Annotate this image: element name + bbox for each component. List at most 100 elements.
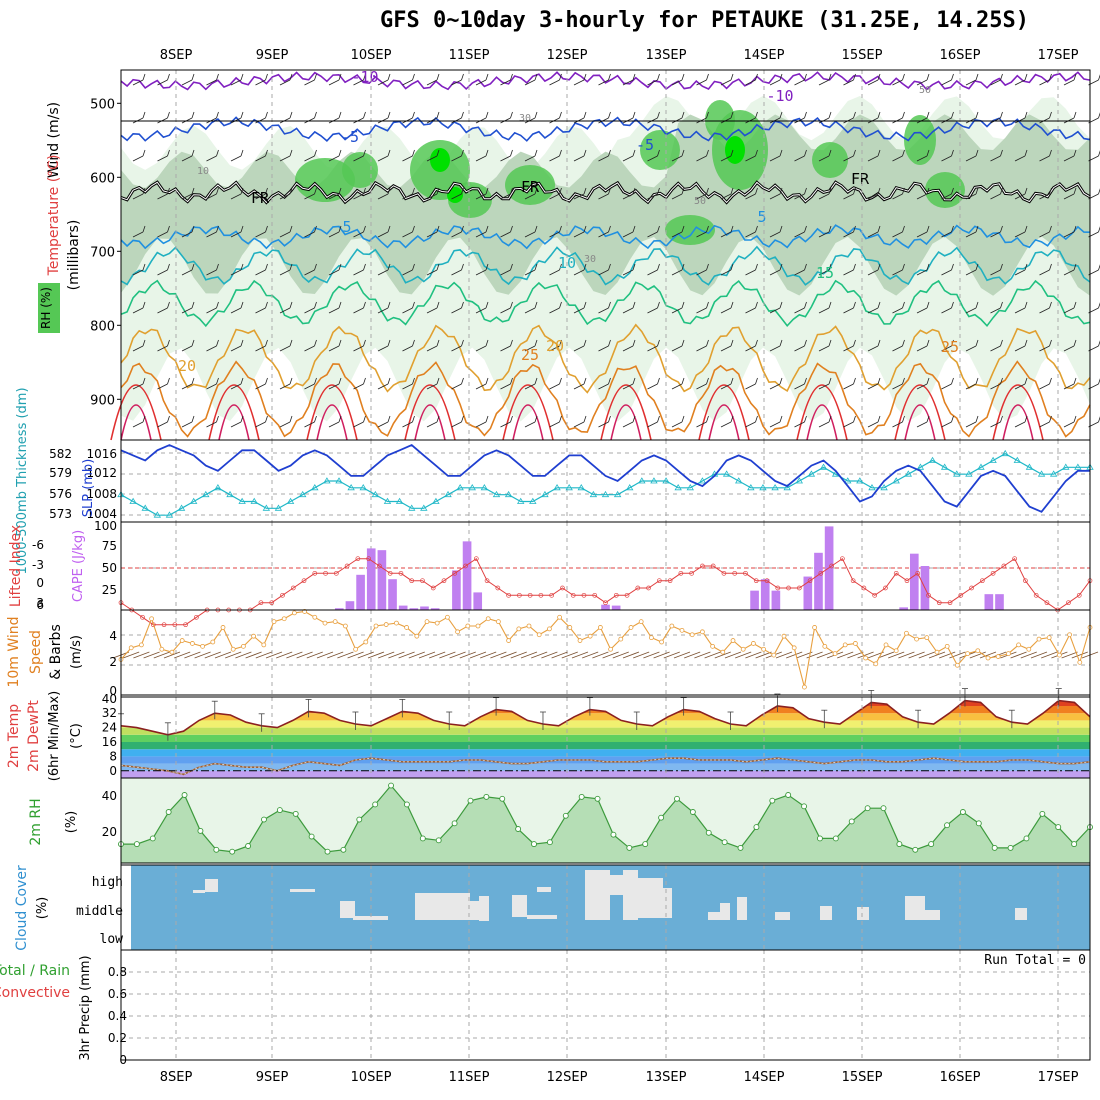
wind-barb-flag	[216, 111, 219, 119]
wind-barb	[622, 231, 634, 238]
axis-title-wind: Wind (m/s)	[46, 102, 62, 178]
wind-barb-flag	[730, 301, 734, 309]
wind-barb	[426, 79, 438, 86]
wind-barb	[818, 269, 830, 276]
wind-barb-flag	[1073, 149, 1077, 157]
wind-barb-flag	[681, 415, 685, 423]
wind-barb-flag	[412, 187, 415, 195]
lifted-index-point	[409, 578, 415, 584]
rh-point	[324, 848, 331, 855]
wind-barb-flag	[828, 73, 832, 81]
wind-barb	[769, 79, 781, 86]
wind-barb	[647, 155, 658, 162]
wind-barb-flag	[559, 187, 562, 195]
wind-barb-flag	[314, 111, 317, 119]
wind-barb-flag	[510, 339, 513, 347]
rh-point	[928, 841, 935, 848]
wind-barb-flag	[363, 73, 366, 81]
cape-bar	[420, 606, 429, 610]
wind-barb-flag	[926, 73, 930, 81]
wind-barb	[769, 383, 781, 390]
wind-barb	[426, 421, 438, 428]
day-label-bottom: 14SEP	[744, 1070, 785, 1085]
lifted-index-point	[764, 578, 770, 584]
wind-barb-flag	[657, 73, 660, 81]
wind-barb	[867, 307, 879, 314]
wind-barb-flag	[142, 111, 146, 119]
wind-speed-point	[853, 641, 858, 646]
wind-speed-point	[1057, 652, 1062, 658]
lifted-index-point	[430, 585, 436, 591]
mb-tick-label: 900	[90, 393, 115, 408]
rh-point	[499, 795, 506, 802]
wind-barb-10m	[480, 651, 497, 659]
wind-barb	[941, 421, 952, 428]
wind-barb-flag	[1049, 225, 1052, 233]
thickness-line	[120, 453, 1090, 516]
temp-contour-15	[120, 279, 1091, 328]
lifted-index-line	[120, 557, 1091, 626]
wind-barb-flag	[877, 187, 881, 195]
wind-barb	[1063, 269, 1075, 276]
wind-barb-flag	[681, 73, 685, 81]
rh-point	[388, 782, 394, 789]
wind-barb	[622, 307, 634, 314]
wind-barb	[279, 231, 291, 238]
wind-barb-flag	[975, 339, 979, 347]
wind-barb	[451, 79, 462, 86]
wind-barb-flag	[559, 73, 562, 81]
wind-speed-point	[281, 616, 287, 622]
cloud-block	[605, 875, 625, 895]
rh-point	[848, 818, 855, 825]
wind-barb-flag	[804, 301, 807, 309]
cape-tick: 50	[102, 561, 117, 575]
wind-barb-flag	[240, 187, 244, 195]
wind-barb-flag	[632, 187, 636, 195]
wind-barb	[573, 345, 585, 352]
lifted-index-point	[775, 585, 781, 591]
wind-barb	[647, 193, 658, 200]
wind-barb	[990, 193, 1001, 200]
wind-barb	[818, 231, 830, 238]
wind-speed-point	[179, 638, 185, 643]
wind-barb	[230, 421, 242, 428]
lifted-index-point	[603, 600, 608, 606]
thickness-point	[977, 463, 985, 470]
precip-panel-frame	[120, 949, 1091, 1061]
wind-barb	[500, 193, 511, 200]
cape-bar	[356, 574, 365, 610]
contour-label: -10	[351, 68, 378, 86]
wind-barb-flag	[1049, 263, 1052, 271]
wind-barb-flag	[338, 263, 342, 271]
thickness-point	[529, 497, 537, 504]
wind-barb-flag	[510, 111, 513, 119]
wind-speed-point	[414, 633, 420, 639]
wind-barb-10m	[490, 651, 507, 659]
wind-barb-flag	[632, 377, 636, 385]
lifted-index-point	[355, 556, 361, 562]
temp-contour-5	[120, 224, 1091, 250]
wind-speed-point	[393, 620, 399, 626]
wind-barb-flag	[485, 339, 489, 347]
wind-speed-line	[120, 610, 1091, 688]
axis-title-wind-units: (m/s)	[69, 635, 84, 669]
wind-barb-flag	[779, 301, 783, 309]
rh-point	[546, 839, 553, 846]
wind-barb-10m	[877, 651, 895, 659]
wind-barb	[745, 269, 756, 276]
mb-tick-label: 700	[90, 245, 115, 260]
lifted-index-point	[710, 563, 716, 569]
axis-title-rh: RH (%)	[39, 287, 53, 329]
wind-barb	[916, 421, 928, 428]
wind-barb-flag	[510, 73, 513, 81]
temp-band	[121, 727, 1090, 735]
lifted-index-point	[1012, 556, 1017, 562]
wind-barb	[818, 421, 830, 428]
wind-barb-flag	[338, 225, 342, 233]
wind-barb-flag	[1049, 111, 1052, 119]
rh-point	[515, 826, 522, 832]
wind-barb	[647, 307, 658, 314]
lifted-index-point	[624, 592, 630, 598]
wind-barb-flag	[387, 149, 391, 157]
wind-barb-flag	[730, 263, 734, 271]
